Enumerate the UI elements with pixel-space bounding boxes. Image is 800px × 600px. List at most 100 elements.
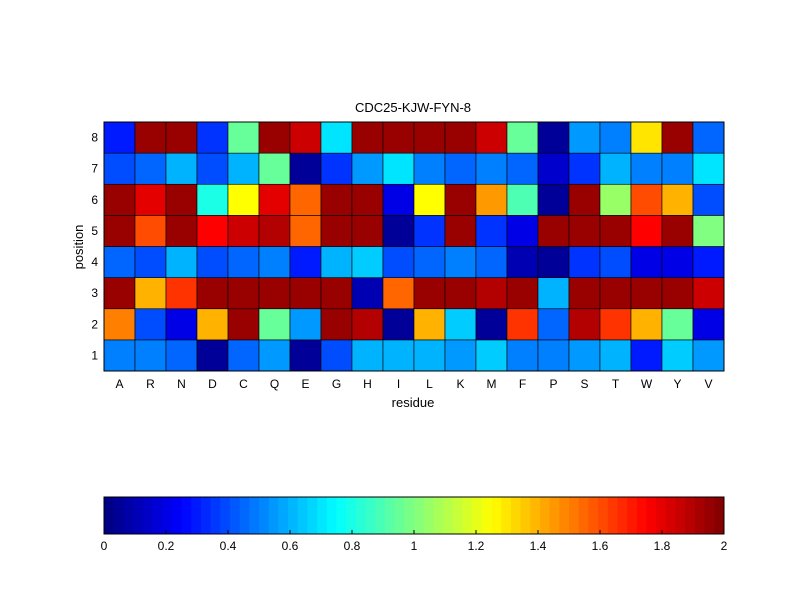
x-tick-label: P (549, 377, 557, 391)
heatmap-cell (382, 121, 415, 154)
colorbar-swatch (326, 497, 337, 534)
heatmap-cell (382, 183, 415, 216)
heatmap-cell (258, 121, 291, 154)
heatmap-cell (599, 277, 632, 310)
heatmap-cell (568, 121, 601, 154)
heatmap-cell (227, 339, 260, 372)
x-tick-label: N (177, 377, 186, 391)
heatmap-cell (599, 246, 632, 278)
colorbar-swatch (404, 497, 415, 534)
colorbar-swatch (694, 497, 706, 534)
colorbar-tick-label: 1.2 (468, 539, 485, 553)
heatmap-cell (599, 152, 632, 185)
colorbar-swatch (346, 497, 357, 534)
colorbar-swatch (317, 497, 328, 534)
heatmap-cell (227, 215, 260, 247)
heatmap-cell (134, 339, 167, 372)
heatmap-cell (320, 308, 353, 341)
heatmap-cell (444, 246, 477, 278)
heatmap-cell (196, 339, 229, 372)
y-tick-label: 7 (91, 162, 98, 176)
y-tick-labels: 1 2 3 4 5 6 7 8 (91, 131, 98, 363)
heatmap-cell (413, 308, 446, 341)
heatmap-cell (289, 183, 322, 216)
x-tick-label: W (641, 377, 653, 391)
x-tick-label: M (487, 377, 497, 391)
colorbar-swatch (152, 497, 163, 534)
heatmap-cell (351, 339, 384, 372)
heatmap-cell (661, 339, 694, 372)
colorbar-swatch (501, 497, 512, 534)
heatmap-cell (506, 183, 539, 216)
heatmap-cell (103, 215, 136, 247)
heatmap-cell (537, 183, 570, 216)
colorbar-swatch (549, 497, 560, 534)
colorbar-swatch (278, 497, 289, 534)
heatmap-cell (444, 152, 477, 185)
heatmap-cell (227, 246, 260, 278)
colorbar-swatch (569, 497, 580, 534)
colorbar-swatch (636, 497, 647, 534)
colorbar-swatch (578, 497, 589, 534)
heatmap-cell (444, 215, 477, 247)
heatmap-cell (692, 215, 725, 247)
heatmap-cell (320, 183, 353, 216)
heatmap-cell (475, 215, 508, 247)
colorbar-tick-labels: 0 0.2 0.4 0.6 0.8 1 1.2 1.4 1.6 1.8 2 (101, 530, 728, 553)
heatmap-cell (196, 121, 229, 154)
heatmap-cell (475, 183, 508, 216)
heatmap-grid (103, 121, 725, 372)
heatmap-cell (692, 121, 725, 154)
heatmap-cell (103, 339, 136, 372)
colorbar-swatch (394, 497, 405, 534)
heatmap-cell (382, 308, 415, 341)
heatmap-cell (568, 308, 601, 341)
heatmap-cell (320, 339, 353, 372)
colorbar-swatch (588, 497, 599, 534)
colorbar-swatch (704, 497, 715, 534)
heatmap-cell (413, 339, 446, 372)
heatmap-cell (382, 152, 415, 185)
heatmap-cell (475, 339, 508, 372)
heatmap-cell (320, 215, 353, 247)
colorbar-tick-label: 1.8 (654, 539, 671, 553)
colorbar-swatch (510, 497, 522, 534)
colorbar-tick-label: 1 (411, 539, 418, 553)
colorbar-swatch (646, 497, 657, 534)
colorbar-swatch (220, 497, 231, 534)
plot-frame (103, 121, 725, 372)
heatmap-cell (289, 152, 322, 185)
heatmap-cell (537, 277, 570, 310)
heatmap-cell (537, 215, 570, 247)
heatmap-cell (165, 215, 198, 247)
heatmap-cell (165, 339, 198, 372)
heatmap-cell (103, 308, 136, 341)
heatmap-cell (692, 308, 725, 341)
colorbar-tick-label: 0.8 (344, 539, 361, 553)
y-tick-label: 8 (91, 131, 98, 145)
colorbar-swatch (414, 497, 425, 534)
heatmap-cell (568, 183, 601, 216)
colorbar-swatch (123, 497, 134, 534)
heatmap-cell (692, 339, 725, 372)
colorbar-tick-label: 0 (101, 539, 108, 553)
y-tick-label: 5 (91, 224, 98, 238)
colorbar-swatch (181, 497, 192, 534)
heatmap-cell (165, 121, 198, 154)
colorbar-tick-label: 2 (721, 539, 728, 553)
x-tick-label: K (456, 377, 464, 391)
heatmap-cell (630, 339, 663, 372)
heatmap-cell (506, 246, 539, 278)
heatmap-cell (537, 246, 570, 278)
heatmap-cell (475, 152, 508, 185)
colorbar-tick-label: 0.6 (282, 539, 299, 553)
heatmap-cell (692, 277, 725, 310)
heatmap-cell (630, 215, 663, 247)
colorbar-swatch (443, 497, 454, 534)
heatmap-cell (134, 152, 167, 185)
heatmap-cell (413, 215, 446, 247)
heatmap-cell (568, 277, 601, 310)
y-tick-label: 6 (91, 193, 98, 207)
heatmap-cell (537, 308, 570, 341)
